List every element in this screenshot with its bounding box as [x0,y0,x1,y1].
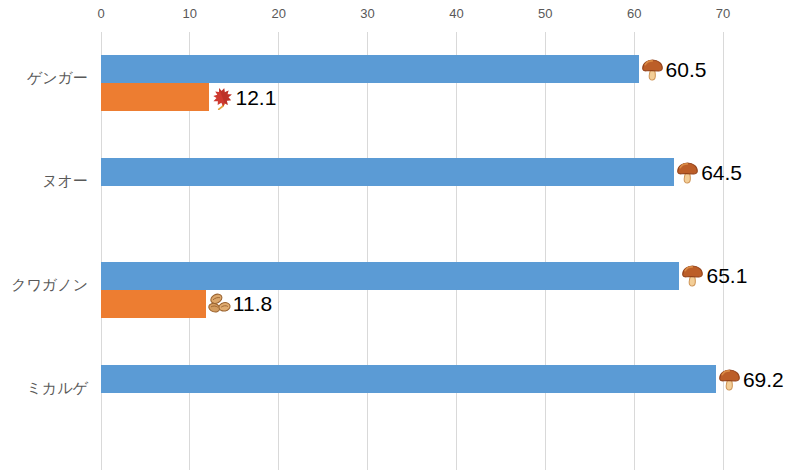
bar-series-2-category-0 [101,83,209,111]
category-label: ミカルゲ [0,379,88,398]
x-axis-tick-label: 40 [449,6,463,21]
x-axis-tick-label: 30 [360,6,374,21]
data-label-value: 12.1 [236,87,277,108]
data-label: 69.2 [717,365,784,393]
gridline [456,32,457,470]
data-label-value: 64.5 [701,162,742,183]
x-axis-tick-label: 10 [183,6,197,21]
bar-series-1-category-0 [101,55,639,83]
x-axis-tick-label: 50 [538,6,552,21]
category-label: ヌオー [0,172,88,191]
gridline [634,32,635,470]
gridline [278,32,279,470]
data-label: 60.5 [640,55,707,83]
brown-mushroom-emoji [717,367,742,392]
category-label: クワガノン [0,275,88,294]
data-label-value: 11.8 [233,293,272,314]
x-axis-tick-label: 0 [97,6,104,21]
x-axis-tick-label: 60 [627,6,641,21]
data-label-value: 60.5 [666,59,707,80]
brown-mushroom-emoji [675,160,700,185]
gridline [545,32,546,470]
bar-series-1-category-1 [101,158,674,186]
data-label: 64.5 [675,158,742,186]
bar-series-2-category-2 [101,290,206,318]
brown-mushroom-emoji [680,263,705,288]
data-label-value: 65.1 [706,265,747,286]
category-label: ゲンガー [0,69,88,88]
bar-series-1-category-3 [101,365,716,393]
x-axis-tick-label: 70 [716,6,730,21]
data-label: 65.1 [680,262,747,290]
clustered-bar-chart: 0 10 20 30 40 50 60 70 ゲンガー 60.5 12.1 ヌオー 64.5 クワガノン 6… [0,0,803,475]
bar-series-1-category-2 [101,262,679,290]
beans-emoji [207,291,232,316]
gridline [723,32,724,470]
data-label-value: 69.2 [743,369,784,390]
data-label: 12.1 [210,83,277,111]
gridline [367,32,368,470]
brown-mushroom-emoji [640,57,665,82]
x-axis-tick-label: 20 [271,6,285,21]
data-label: 11.8 [207,290,272,318]
maple-leaf-emoji [210,85,235,110]
